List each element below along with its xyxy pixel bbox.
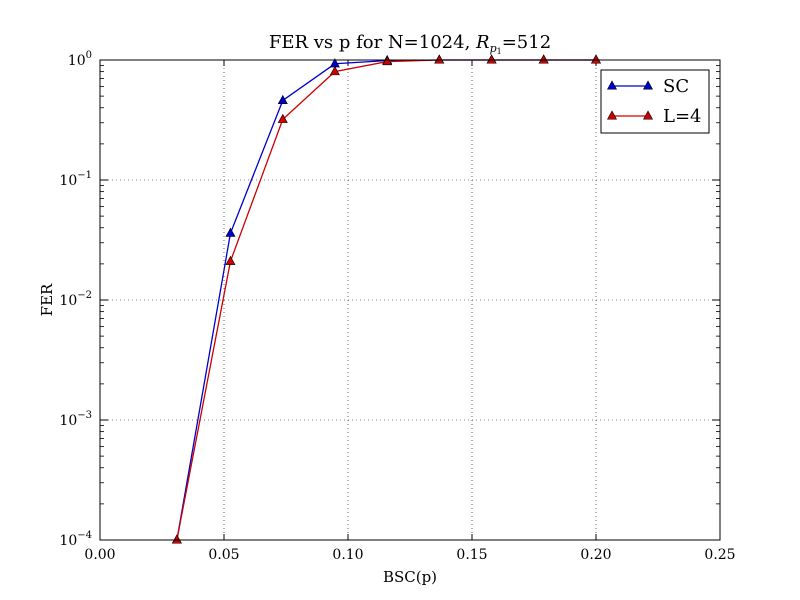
series-point xyxy=(225,255,236,265)
legend-marker xyxy=(642,110,654,120)
series-point xyxy=(277,113,288,123)
legend-marker xyxy=(606,80,618,90)
legend-label: L=4 xyxy=(663,106,702,127)
series-point xyxy=(538,54,549,64)
y-tick-label: 10−2 xyxy=(59,290,92,309)
series-point xyxy=(486,54,497,64)
legend-entry: L=4 xyxy=(606,106,702,127)
chart-title-prefix: FER vs p for N=1024, xyxy=(269,32,476,53)
series-point xyxy=(277,94,288,105)
series-point xyxy=(225,227,236,237)
x-tick-label: 0.10 xyxy=(332,547,363,563)
chart-title-suffix: =512 xyxy=(502,32,551,53)
y-tick-label: 100 xyxy=(68,50,92,69)
x-tick-label: 0.25 xyxy=(704,547,735,563)
series-point xyxy=(382,55,393,66)
series-point xyxy=(329,66,340,76)
legend: SC L=4 xyxy=(600,69,710,134)
chart-title-math-base: R xyxy=(475,32,490,53)
x-tick-label: 0.20 xyxy=(580,547,611,563)
y-tick-label: 10−1 xyxy=(59,170,92,189)
series-point xyxy=(434,54,445,64)
legend-entry: SC xyxy=(606,76,689,97)
x-tick-label: 0.00 xyxy=(84,547,115,563)
x-axis-label: BSC(p) xyxy=(383,568,437,586)
series-point xyxy=(590,54,602,64)
x-tick-label: 0.15 xyxy=(456,547,487,563)
y-axis-label: FER xyxy=(38,283,56,316)
series-point xyxy=(171,534,182,544)
x-tick-label: 0.05 xyxy=(208,547,239,563)
y-tick-label: 10−3 xyxy=(59,410,92,429)
chart-title-math-subsub: 1 xyxy=(497,47,502,56)
y-tick-label: 10−4 xyxy=(59,530,92,549)
chart-title: FER vs p for N=1024, Rp1=512 xyxy=(269,32,551,56)
legend-entries: SC L=4 xyxy=(606,76,702,127)
legend-marker xyxy=(642,80,654,90)
axis-ticks: 0.00 0.05 0.10 0.15 0.20 0.25 100 10−1 10−2 10−3 1… xyxy=(59,50,735,563)
plot-frame xyxy=(99,59,721,541)
legend-marker xyxy=(606,110,618,120)
chart-title-math-sub: p xyxy=(490,42,497,55)
legend-box xyxy=(600,69,710,134)
grid-lines xyxy=(100,60,720,540)
legend-label: SC xyxy=(663,76,689,97)
